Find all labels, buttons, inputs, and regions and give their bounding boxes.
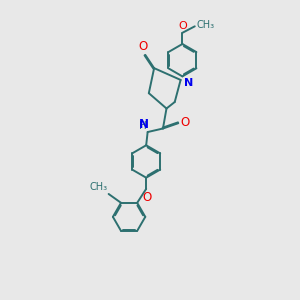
- Text: O: O: [138, 40, 148, 53]
- Text: O: O: [142, 190, 152, 204]
- Text: O: O: [180, 116, 189, 128]
- Text: N: N: [184, 78, 194, 88]
- Text: CH₃: CH₃: [89, 182, 107, 192]
- Text: O: O: [178, 21, 187, 31]
- Text: H: H: [139, 121, 146, 131]
- Text: N: N: [139, 118, 149, 131]
- Text: CH₃: CH₃: [196, 20, 214, 30]
